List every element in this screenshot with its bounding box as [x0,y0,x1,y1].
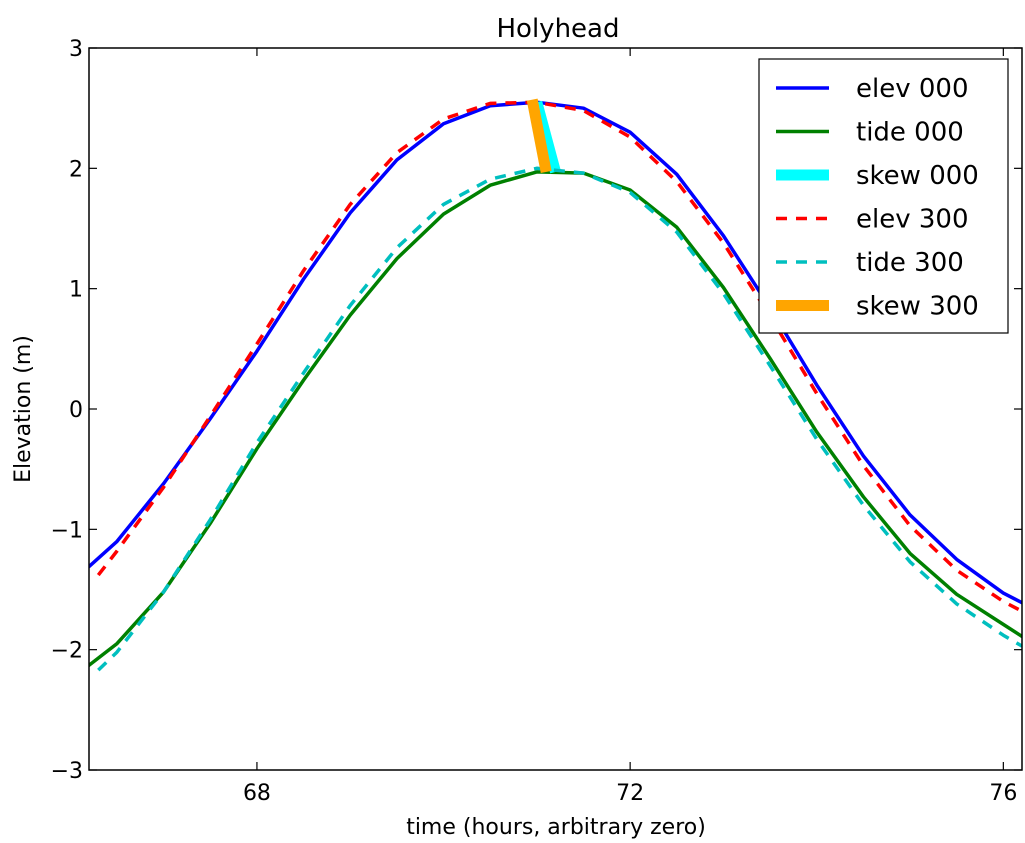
series-line-tide-300 [97,166,1022,672]
chart-title: Holyhead [497,14,620,44]
y-tick-label: 2 [69,157,83,182]
y-axis-label: Elevation (m) [11,335,36,483]
plot-lines [89,98,1022,672]
series-line-tide-000 [89,170,1022,668]
axes: 68 72 76 −3 −2 −1 0 1 2 3 [51,37,1022,806]
y-tick-label: −2 [51,639,83,664]
legend: elev 000 tide 000 skew 000 elev 300 tide 300… [758,58,1009,334]
legend-label: elev 000 [856,74,969,104]
y-tick-label: −3 [51,759,83,784]
legend-label: tide 300 [856,248,964,278]
legend-label: skew 300 [856,292,979,322]
y-tick-label: 0 [69,398,83,423]
x-axis-label: time (hours, arbitrary zero) [406,815,706,840]
series-line-skew-300 [526,98,552,173]
y-tick-label: 1 [69,278,83,303]
x-tick-label: 72 [616,781,644,806]
y-tick-label: 3 [69,37,83,62]
x-tick-label: 68 [243,781,271,806]
legend-label: elev 300 [856,205,969,235]
series-line-elev-000 [89,100,1022,605]
legend-label: skew 000 [856,161,979,191]
x-tick-label: 76 [989,781,1017,806]
legend-box [758,58,1009,334]
y-tick-label: −1 [51,518,83,543]
legend-label: tide 000 [856,118,964,148]
